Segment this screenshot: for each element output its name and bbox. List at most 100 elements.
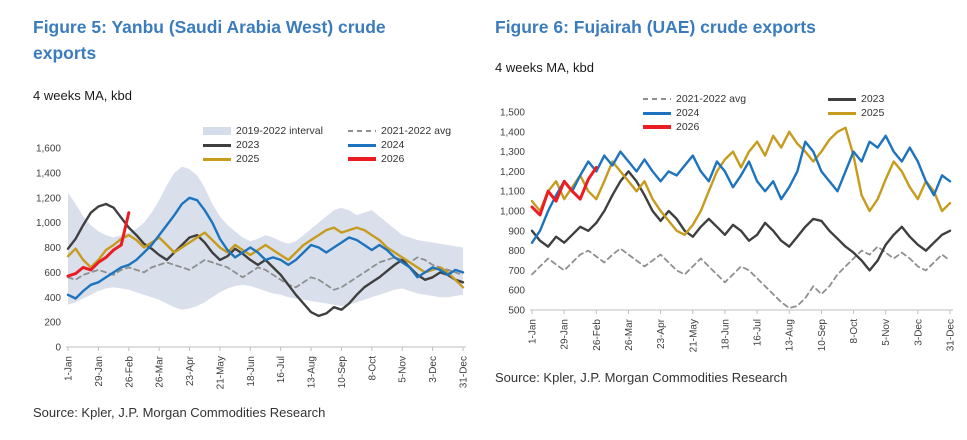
svg-text:1,400: 1,400 bbox=[500, 127, 525, 138]
svg-text:200: 200 bbox=[44, 318, 61, 329]
svg-text:3-Dec: 3-Dec bbox=[428, 356, 439, 383]
legend-swatch bbox=[643, 125, 671, 129]
svg-text:500: 500 bbox=[508, 306, 525, 317]
x-axis: 1-Jan 29-Jan 26-Feb 26-Mar 23-Apr 21-May 18-Ju… bbox=[64, 346, 470, 389]
legend-item-2024: 2024 bbox=[348, 138, 451, 152]
svg-text:1,600: 1,600 bbox=[36, 144, 61, 155]
legend-label: 2026 bbox=[676, 121, 700, 133]
svg-text:29-Jan: 29-Jan bbox=[94, 356, 105, 387]
legend-item-2025: 2025 bbox=[203, 152, 348, 166]
svg-text:31-Dec: 31-Dec bbox=[459, 356, 470, 388]
legend-label: 2024 bbox=[381, 139, 405, 151]
chart-legend: 2019-2022 interval 2023 2025 2021-2022 avg 2… bbox=[203, 124, 451, 166]
svg-text:13-Aug: 13-Aug bbox=[307, 356, 318, 388]
svg-text:8-Oct: 8-Oct bbox=[849, 319, 860, 344]
svg-text:900: 900 bbox=[508, 226, 525, 237]
series-line-2025 bbox=[66, 226, 465, 289]
legend-label: 2026 bbox=[381, 153, 405, 165]
svg-text:26-Mar: 26-Mar bbox=[624, 318, 635, 350]
legend-swatch bbox=[828, 97, 856, 101]
legend-swatch bbox=[643, 97, 671, 101]
svg-text:26-Mar: 26-Mar bbox=[155, 355, 166, 387]
legend-swatch bbox=[203, 127, 231, 135]
legend-swatch bbox=[348, 143, 376, 147]
legend-item-2023: 2023 bbox=[203, 138, 348, 152]
series-line-2026 bbox=[530, 165, 598, 217]
svg-text:600: 600 bbox=[508, 286, 525, 297]
svg-text:29-Jan: 29-Jan bbox=[560, 319, 571, 350]
figure5-title: Figure 5: Yanbu (Saudi Arabia West) crud… bbox=[33, 17, 386, 64]
legend-swatch bbox=[203, 157, 231, 161]
svg-text:5-Nov: 5-Nov bbox=[398, 356, 409, 383]
svg-text:26-Feb: 26-Feb bbox=[592, 319, 603, 351]
svg-text:1,000: 1,000 bbox=[36, 218, 61, 229]
svg-text:21-May: 21-May bbox=[215, 356, 226, 389]
svg-text:23-Apr: 23-Apr bbox=[656, 318, 667, 349]
legend-label: 2023 bbox=[861, 93, 885, 105]
svg-text:1,400: 1,400 bbox=[36, 168, 61, 179]
legend-label: 2021-2022 avg bbox=[381, 125, 452, 137]
figure6-source: Source: Kpler, J.P. Morgan Commodities R… bbox=[495, 370, 788, 385]
series-line-2023 bbox=[530, 170, 952, 272]
svg-text:600: 600 bbox=[44, 268, 61, 279]
chart-svg: 500 600 700 800 900 1,000 1,100 1,200 1,300 1,400… bbox=[500, 108, 957, 353]
legend-swatch bbox=[643, 111, 671, 115]
interval-band bbox=[68, 166, 463, 310]
svg-text:1,000: 1,000 bbox=[500, 207, 525, 218]
figure6-subtitle: 4 weeks MA, kbd bbox=[495, 60, 594, 75]
legend-swatch bbox=[828, 111, 856, 115]
svg-text:700: 700 bbox=[508, 266, 525, 277]
svg-text:1,100: 1,100 bbox=[500, 187, 525, 198]
legend-label: 2024 bbox=[676, 107, 700, 119]
legend-item-2026: 2026 bbox=[348, 152, 451, 166]
legend-item-2024: 2024 bbox=[643, 106, 828, 120]
svg-text:1-Jan: 1-Jan bbox=[64, 356, 75, 381]
figure5-chart: 0 200 400 600 800 1,000 1,200 1,400 1,600 1-Jan 29… bbox=[33, 124, 470, 411]
svg-text:1,200: 1,200 bbox=[500, 167, 525, 178]
series-line-2024 bbox=[530, 134, 952, 244]
y-axis: 0 200 400 600 800 1,000 1,200 1,400 1,600 bbox=[36, 144, 61, 354]
figure5-source: Source: Kpler, J.P. Morgan Commodities R… bbox=[33, 405, 326, 420]
svg-text:18-Jun: 18-Jun bbox=[720, 319, 731, 350]
figure5-panel: Figure 5: Yanbu (Saudi Arabia West) crud… bbox=[33, 0, 470, 440]
legend-label: 2025 bbox=[861, 107, 885, 119]
svg-text:3-Dec: 3-Dec bbox=[913, 319, 924, 346]
x-axis: 1-Jan 29-Jan 26-Feb 26-Mar 23-Apr 21-May 18-Ju… bbox=[528, 309, 957, 352]
svg-text:18-Jun: 18-Jun bbox=[246, 356, 257, 387]
svg-text:1-Jan: 1-Jan bbox=[528, 319, 539, 344]
legend-label: 2019-2022 interval bbox=[236, 125, 323, 137]
legend-swatch bbox=[203, 143, 231, 147]
legend-label: 2021-2022 avg bbox=[676, 93, 747, 105]
svg-text:21-May: 21-May bbox=[688, 319, 699, 352]
svg-text:800: 800 bbox=[508, 246, 525, 257]
series-line-2026 bbox=[66, 211, 131, 278]
svg-text:10-Sep: 10-Sep bbox=[337, 356, 348, 389]
y-axis: 500 600 700 800 900 1,000 1,100 1,200 1,300 1,400… bbox=[500, 108, 525, 317]
svg-text:16-Jul: 16-Jul bbox=[753, 319, 764, 346]
figure6-panel: Figure 6: Fujairah (UAE) crude exports 4… bbox=[495, 0, 960, 440]
figure6-title: Figure 6: Fujairah (UAE) crude exports bbox=[495, 17, 816, 37]
legend-swatch bbox=[348, 157, 376, 161]
svg-text:16-Jul: 16-Jul bbox=[276, 356, 287, 383]
svg-text:13-Aug: 13-Aug bbox=[785, 319, 796, 351]
svg-text:5-Nov: 5-Nov bbox=[881, 319, 892, 346]
legend-label: 2023 bbox=[236, 139, 260, 151]
legend-item-2021-2022-avg: 2021-2022 avg bbox=[643, 92, 828, 106]
figure6-chart: 500 600 700 800 900 1,000 1,100 1,200 1,300 1,400… bbox=[495, 88, 960, 373]
svg-text:31-Dec: 31-Dec bbox=[946, 319, 957, 351]
series-line-2021-2022-avg bbox=[531, 245, 951, 309]
svg-text:1,300: 1,300 bbox=[500, 147, 525, 158]
svg-text:800: 800 bbox=[44, 243, 61, 254]
chart-svg: 0 200 400 600 800 1,000 1,200 1,400 1,600 1-Jan 29… bbox=[36, 144, 470, 390]
figure5-subtitle: 4 weeks MA, kbd bbox=[33, 88, 132, 103]
series-line-2025 bbox=[530, 126, 952, 237]
svg-text:1,500: 1,500 bbox=[500, 108, 525, 119]
legend-item-2023: 2023 bbox=[828, 92, 884, 106]
svg-text:8-Oct: 8-Oct bbox=[367, 356, 378, 381]
svg-text:23-Apr: 23-Apr bbox=[185, 355, 196, 386]
legend-label: 2025 bbox=[236, 153, 260, 165]
series-line-2024 bbox=[66, 196, 465, 300]
legend-item-2019-2022-interval: 2019-2022 interval bbox=[203, 124, 348, 138]
legend-item-2025: 2025 bbox=[828, 106, 884, 120]
legend-swatch bbox=[348, 129, 376, 133]
